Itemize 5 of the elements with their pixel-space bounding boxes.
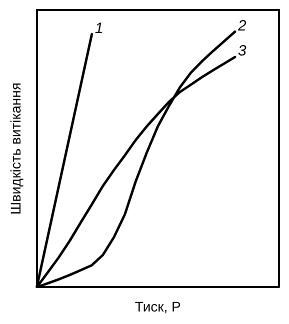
series-label: 2 (236, 17, 247, 34)
series-label: 1 (94, 20, 104, 37)
x-axis-title: Тиск, P (134, 298, 181, 314)
y-axis-title: Швидкість витікання (7, 82, 24, 215)
series-label: 3 (238, 42, 247, 60)
